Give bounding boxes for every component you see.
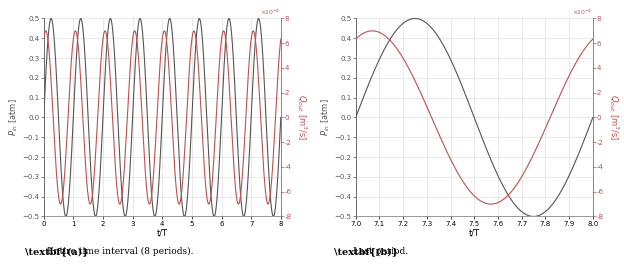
Y-axis label: $Q_{out}$ [m$^3$/s]: $Q_{out}$ [m$^3$/s] xyxy=(295,94,309,141)
Text: Last period.: Last period. xyxy=(353,247,407,256)
Text: $\times\!10^{-4}$: $\times\!10^{-4}$ xyxy=(260,7,281,16)
Y-axis label: $P_{in}$ [atm]: $P_{in}$ [atm] xyxy=(319,99,331,136)
Y-axis label: $Q_{out}$ [m$^3$/s]: $Q_{out}$ [m$^3$/s] xyxy=(607,94,621,141)
Text: \textbf{(b)}: \textbf{(b)} xyxy=(334,247,398,256)
Y-axis label: $P_{in}$ [atm]: $P_{in}$ [atm] xyxy=(7,99,19,136)
Text: $\times\!10^{-4}$: $\times\!10^{-4}$ xyxy=(572,7,593,16)
Text: \textbf{(a)}: \textbf{(a)} xyxy=(25,247,89,256)
X-axis label: t/T: t/T xyxy=(157,228,168,237)
Text: Entire time interval (8 periods).: Entire time interval (8 periods). xyxy=(47,247,193,256)
X-axis label: t/T: t/T xyxy=(469,228,480,237)
